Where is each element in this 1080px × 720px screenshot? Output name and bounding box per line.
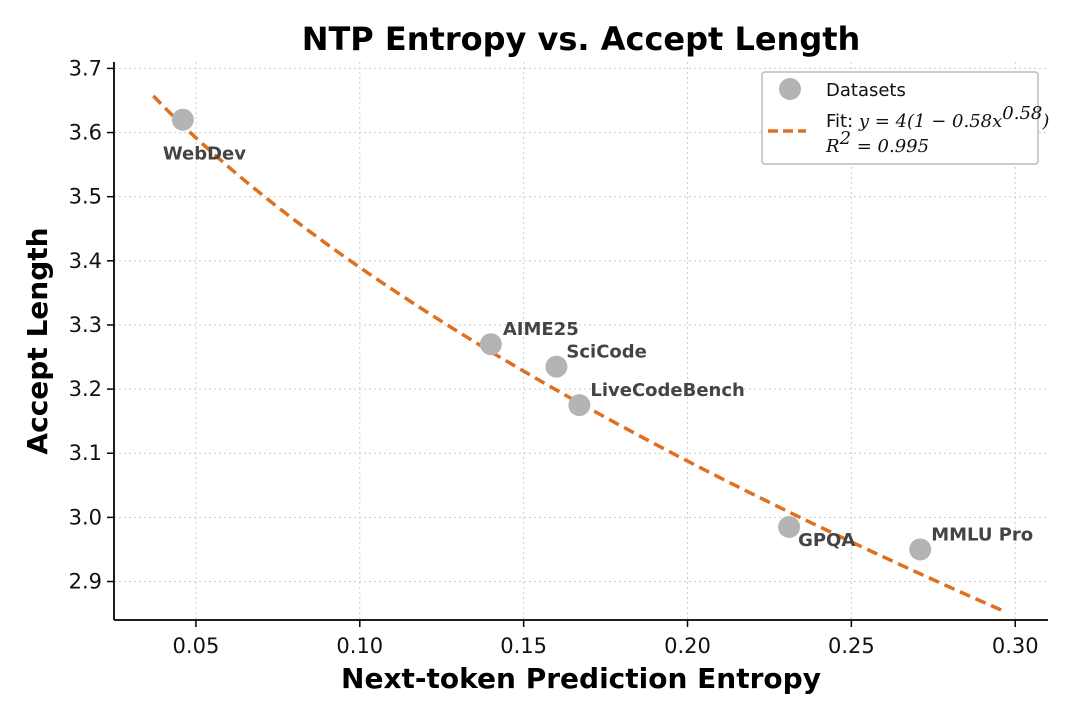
y-tick-label: 3.2 xyxy=(69,377,102,401)
point-label: GPQA xyxy=(798,530,855,551)
y-tick-label: 2.9 xyxy=(69,570,102,594)
y-tick-label: 3.6 xyxy=(69,121,102,145)
legend-fit-exponent: 0.58 xyxy=(1002,103,1042,124)
grid-lines xyxy=(114,62,1048,620)
legend-fit-prefix: Fit: xyxy=(826,111,859,132)
legend-r2-exponent: 2 xyxy=(839,128,851,149)
x-axis-label: Next-token Prediction Entropy xyxy=(341,662,821,695)
x-ticks: 0.05 0.10 0.15 0.20 0.25 0.30 xyxy=(173,620,1039,658)
x-tick-label: 0.30 xyxy=(992,634,1039,658)
legend-fit-label: Fit: y = 4(1 − 0.58x0.58) xyxy=(826,103,1049,132)
point-label: SciCode xyxy=(566,342,646,363)
data-point xyxy=(545,355,568,378)
y-tick-label: 3.4 xyxy=(69,249,102,273)
point-label: MMLU Pro xyxy=(931,524,1033,545)
x-tick-label: 0.15 xyxy=(500,634,547,658)
x-tick-label: 0.20 xyxy=(664,634,711,658)
x-tick-label: 0.10 xyxy=(336,634,383,658)
y-tick-label: 3.7 xyxy=(69,56,102,80)
legend: Datasets Fit: y = 4(1 − 0.58x0.58) R2 = … xyxy=(761,71,1049,165)
y-tick-label: 3.1 xyxy=(69,441,102,465)
axes xyxy=(113,62,1048,621)
chart-title: NTP Entropy vs. Accept Length xyxy=(302,20,861,58)
point-label: AIME25 xyxy=(503,319,579,340)
data-point xyxy=(171,108,194,131)
legend-fit-equation: y = 4(1 − 0.58x xyxy=(858,111,1002,132)
point-label: WebDev xyxy=(163,144,246,165)
legend-fit-close: ) xyxy=(1041,111,1049,132)
data-point xyxy=(909,538,932,561)
legend-r2-label: R2 = 0.995 xyxy=(825,128,929,157)
data-point xyxy=(778,516,801,538)
point-label: LiveCodeBench xyxy=(590,380,744,401)
legend-box xyxy=(761,71,1039,165)
y-ticks: 2.9 3.0 3.1 3.2 3.3 3.4 3.5 3.6 3.7 xyxy=(69,56,114,594)
y-axis-label: Accept Length xyxy=(21,227,54,454)
x-tick-label: 0.25 xyxy=(828,634,875,658)
y-tick-label: 3.5 xyxy=(69,185,102,209)
data-point xyxy=(568,394,591,417)
legend-r2-value: = 0.995 xyxy=(851,136,929,157)
legend-scatter-label: Datasets xyxy=(826,80,906,101)
data-points xyxy=(171,108,932,561)
x-tick-label: 0.05 xyxy=(173,634,220,658)
legend-scatter-marker xyxy=(779,78,801,100)
y-tick-label: 3.3 xyxy=(69,313,102,337)
data-point xyxy=(479,333,502,356)
legend-r2-symbol: R xyxy=(825,136,840,157)
y-tick-label: 3.0 xyxy=(69,505,102,529)
